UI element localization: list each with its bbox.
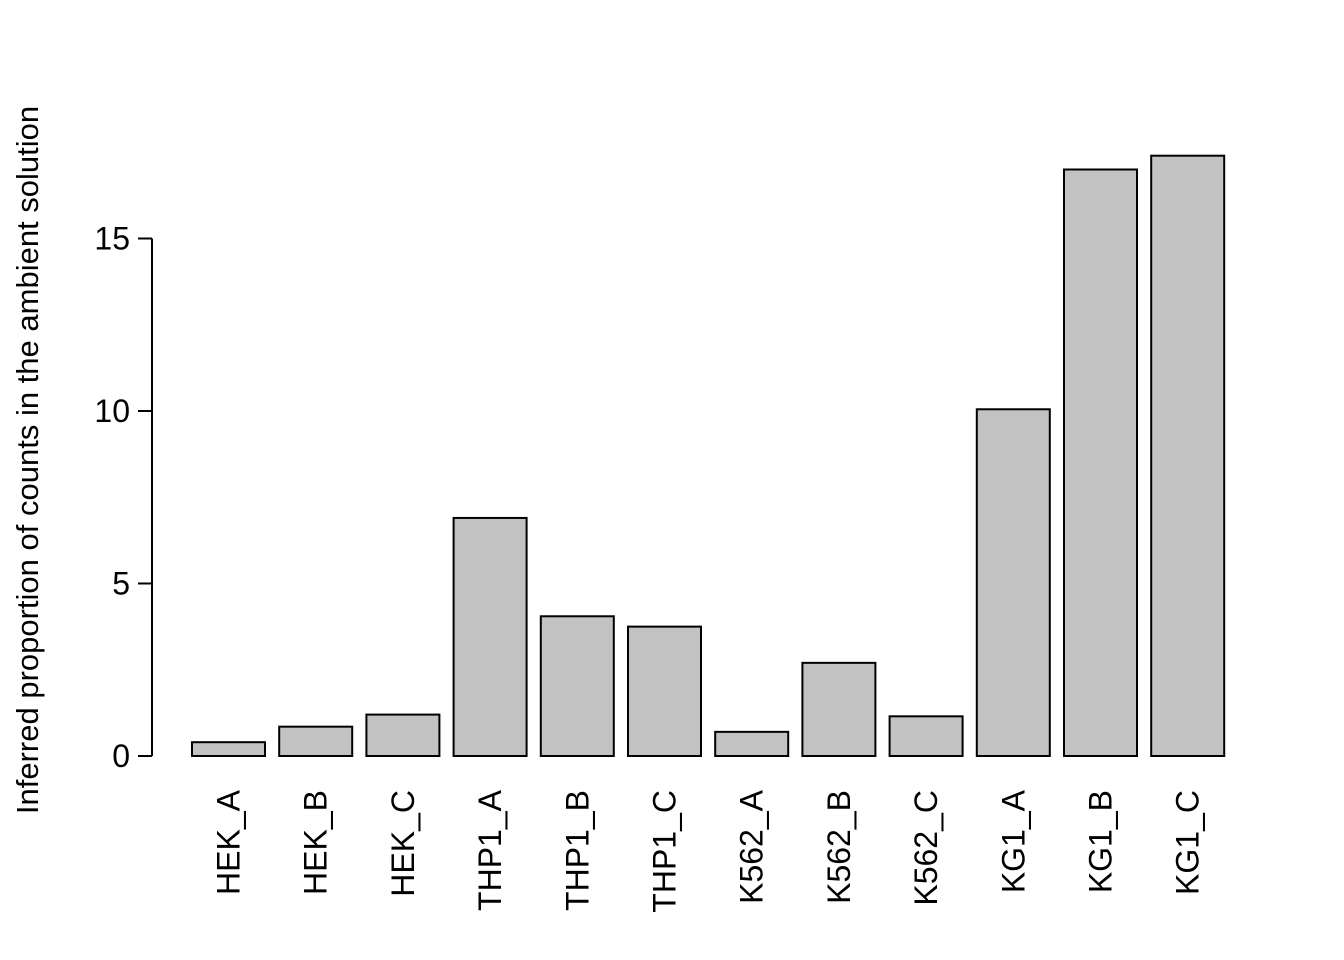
bar-K562_B — [801, 661, 877, 757]
y-tick-label: 15 — [94, 221, 130, 257]
x-tick-label-HEK_C: HEK_C — [385, 790, 421, 897]
bars-group — [191, 154, 1226, 758]
y-axis-title: Inferred proportion of counts in the amb… — [10, 106, 45, 814]
bar-KG1_A — [975, 408, 1051, 757]
x-tick-label-KG1_C: KG1_C — [1170, 790, 1206, 895]
bar-KG1_C — [1150, 154, 1226, 757]
y-tick-label: 10 — [94, 393, 130, 429]
y-tick-label: 5 — [112, 566, 130, 602]
x-axis-labels: HEK_A HEK_B HEK_C THP1_A THP1_B THP1_C K562_A K… — [211, 789, 1206, 912]
x-tick-label-KG1_A: KG1_A — [995, 789, 1031, 893]
x-tick-label-K562_A: K562_A — [734, 789, 770, 904]
x-tick-label-THP1_A: THP1_A — [472, 789, 508, 911]
x-tick-label-THP1_C: THP1_C — [647, 790, 683, 913]
y-axis: 0 5 10 15 — [94, 221, 153, 774]
bar-HEK_A — [191, 741, 266, 758]
bar-K562_A — [714, 730, 790, 757]
x-tick-label-K562_C: K562_C — [908, 790, 944, 906]
x-tick-label-THP1_B: THP1_B — [559, 790, 595, 911]
x-tick-label-K562_B: K562_B — [821, 790, 857, 904]
bar-HEK_B — [278, 725, 354, 757]
y-tick-label: 0 — [112, 738, 130, 774]
x-tick-label-KG1_B: KG1_B — [1083, 790, 1119, 893]
bar-KG1_B — [1063, 168, 1138, 757]
bar-THP1_A — [452, 516, 528, 758]
bar-THP1_B — [539, 615, 615, 758]
x-tick-label-HEK_A: HEK_A — [211, 789, 247, 895]
bar-HEK_C — [365, 713, 441, 757]
bar-K562_C — [888, 715, 964, 758]
x-tick-label-HEK_B: HEK_B — [298, 790, 334, 895]
bar-THP1_C — [627, 625, 702, 757]
